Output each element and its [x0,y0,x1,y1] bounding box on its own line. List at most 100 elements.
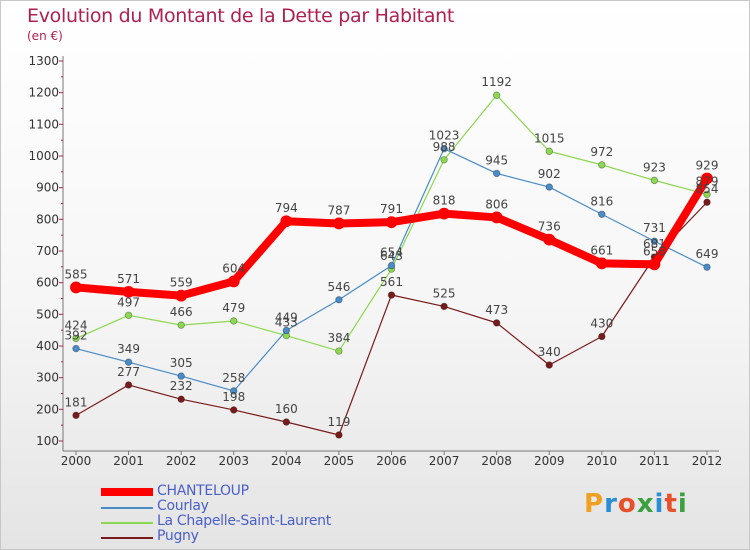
y-tick-label: 900 [36,181,59,195]
y-tick-label: 400 [36,339,59,353]
y-tick-label: 700 [36,244,59,258]
data-point [438,207,450,220]
data-label: 424 [65,318,88,332]
x-tick-label: 2011 [639,454,670,468]
data-label: 198 [222,390,245,404]
data-label: 902 [538,167,561,181]
data-point [177,321,185,329]
data-point [492,319,501,327]
y-tick-label: 1000 [28,149,59,163]
data-label: 160 [275,402,298,416]
x-tick-label: 2006 [376,454,407,468]
data-label: 546 [327,280,350,294]
legend-swatch [101,507,153,509]
x-tick-label: 2001 [113,454,144,468]
data-label: 1192 [481,75,512,89]
data-label: 392 [65,329,88,343]
data-label: 277 [117,365,140,379]
data-point [440,302,448,311]
y-tick-label: 1200 [28,86,59,100]
data-label: 473 [485,303,508,317]
data-label: 384 [327,331,350,345]
data-label: 1023 [429,129,460,143]
data-point [124,311,133,319]
data-point [440,145,448,153]
data-label: 972 [590,145,613,159]
data-label: 818 [433,194,456,208]
data-point [335,347,343,355]
data-label: 661 [590,243,613,257]
data-label: 571 [117,272,140,286]
data-point [175,289,188,302]
data-label: 654 [380,246,403,260]
chart-title: Evolution du Montant de la Dette par Hab… [27,5,455,27]
data-point [230,387,238,395]
legend-label: Pugny [157,528,199,544]
proxiti-logo: Proxiti [584,489,688,519]
data-point [230,406,238,414]
data-label: 585 [65,267,88,281]
logo-letter: o [617,489,637,519]
data-point [387,291,396,299]
legend-label: Courlay [157,498,209,514]
data-label: 449 [275,310,298,324]
data-point [701,172,713,185]
data-point [598,332,606,341]
data-point [703,263,711,271]
data-label: 181 [65,395,88,409]
data-point [335,296,343,304]
data-point [124,381,133,389]
data-label: 854 [696,182,719,196]
data-point [387,261,396,270]
data-label: 559 [170,276,193,290]
data-label: 497 [117,295,140,309]
data-label: 929 [696,158,719,172]
data-point [703,198,711,206]
y-tick-label: 500 [36,307,59,321]
data-point [72,334,80,343]
x-tick-label: 2008 [481,454,512,468]
data-point [543,233,556,246]
data-label: 433 [275,316,298,330]
data-label: 1015 [534,131,565,145]
data-point [492,169,501,178]
data-point [440,156,448,164]
data-label: 604 [222,261,245,275]
data-label: 816 [590,194,613,208]
data-point [70,281,82,294]
data-label: 731 [643,221,666,235]
data-point [492,91,501,99]
data-point [385,216,398,229]
logo-letter: r [604,489,618,519]
x-tick-label: 2007 [429,454,460,468]
data-label: 791 [380,202,403,216]
legend-swatch [101,522,153,524]
logo-letter: i [654,489,665,519]
data-label: 794 [275,201,298,215]
data-point [598,161,606,169]
data-point [280,215,293,228]
data-point [650,176,659,185]
y-tick-label: 1100 [28,117,59,131]
logo-letter: i [677,489,688,519]
x-tick-label: 2004 [271,454,302,468]
data-label: 258 [222,371,245,385]
data-point [595,257,608,270]
data-point [333,217,345,230]
data-label: 349 [117,342,140,356]
legend-label: La Chapelle-Saint-Laurent [157,513,331,529]
x-tick-label: 2005 [324,454,355,468]
data-point [545,183,553,191]
logo-letter: t [664,489,678,519]
logo-letter: P [584,489,605,519]
data-label: 466 [170,305,193,319]
data-point [227,275,240,288]
y-tick-label: 800 [36,212,59,226]
data-label: 681 [643,237,666,251]
y-tick-label: 1300 [28,54,59,68]
data-point [598,210,606,218]
data-label: 787 [327,203,350,217]
data-label: 430 [590,317,613,331]
data-point [282,418,291,426]
